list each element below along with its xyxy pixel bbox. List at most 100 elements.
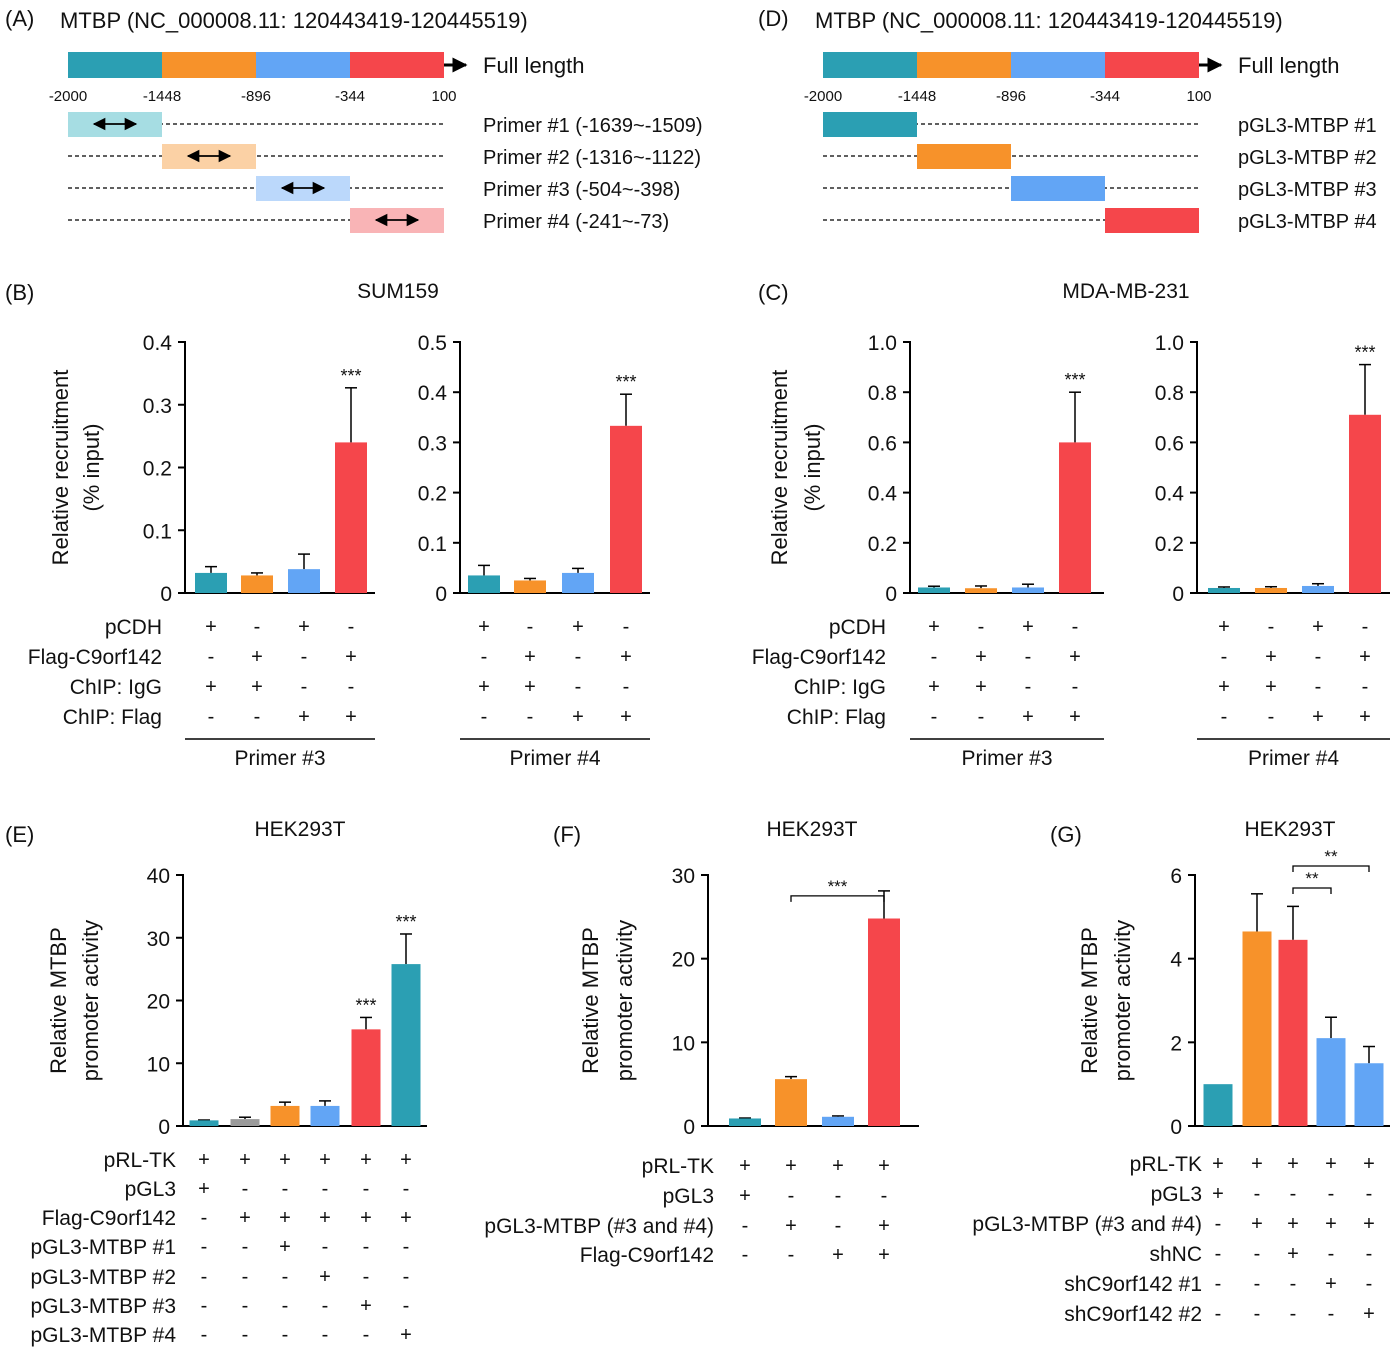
chart-sum159-primer3: 0 0.1 0.2 0.3 0.4 Relative recruitment (% inpu… <box>28 332 375 770</box>
condition-sign: + <box>785 1155 797 1177</box>
condition-sign: - <box>1366 1243 1373 1265</box>
condition-sign: - <box>527 616 534 638</box>
y-tick-label: 0 <box>160 583 172 606</box>
condition-row-label: pRL-TK <box>1130 1153 1202 1176</box>
condition-sign: + <box>1265 646 1277 668</box>
condition-row-label: shC9orf142 #1 <box>1064 1273 1202 1296</box>
condition-sign: - <box>201 1324 208 1346</box>
condition-sign: + <box>1363 1213 1375 1235</box>
condition-sign: + <box>524 646 536 668</box>
condition-sign: + <box>1312 616 1324 638</box>
condition-row-label: pGL3 <box>125 1178 176 1201</box>
panel-a-title: MTBP (NC_000008.11: 120443419-120445519) <box>60 8 528 33</box>
condition-sign: - <box>208 706 215 728</box>
condition-sign: - <box>1315 676 1322 698</box>
condition-row-label: pCDH <box>105 616 162 639</box>
condition-sign: - <box>742 1244 749 1266</box>
condition-sign: - <box>978 706 985 728</box>
y-tick-label: 1.0 <box>1155 332 1184 355</box>
y-axis-label: promoter activity <box>78 920 103 1081</box>
bar <box>468 575 500 593</box>
condition-sign: - <box>363 1266 370 1288</box>
bar <box>195 572 227 593</box>
condition-row-label: pGL3 <box>663 1185 714 1208</box>
condition-sign: + <box>345 706 357 728</box>
bar <box>1316 1038 1346 1126</box>
condition-sign: + <box>572 706 584 728</box>
primer-label: Primer #2 (-1316~-1122) <box>483 147 701 169</box>
bar <box>1278 939 1308 1126</box>
promoter-segment <box>256 52 350 78</box>
y-tick-label: 20 <box>672 949 695 972</box>
condition-row-label: pGL3-MTBP #1 <box>30 1236 176 1259</box>
position-tick-label: 100 <box>1186 88 1211 105</box>
y-tick-label: 0.3 <box>143 395 172 418</box>
condition-sign: - <box>1221 646 1228 668</box>
panel-label-g: (G) <box>1050 822 1082 847</box>
bar <box>562 572 594 593</box>
condition-sign: - <box>403 1266 410 1288</box>
condition-sign: + <box>360 1149 372 1171</box>
group-label: Primer #4 <box>509 747 600 770</box>
condition-sign: + <box>1325 1153 1337 1175</box>
promoter-segment <box>917 52 1011 78</box>
y-tick-label: 0.2 <box>868 533 897 556</box>
y-tick-label: 0 <box>1170 1116 1182 1139</box>
y-tick-label: 0.4 <box>418 382 448 405</box>
condition-sign: - <box>322 1295 329 1317</box>
full-length-label: Full length <box>1238 53 1340 78</box>
y-tick-label: 0 <box>1172 583 1184 606</box>
condition-sign: - <box>201 1207 208 1229</box>
condition-sign: + <box>739 1185 751 1207</box>
condition-sign: - <box>1362 616 1369 638</box>
condition-sign: - <box>623 616 630 638</box>
y-tick-label: 0.2 <box>1155 533 1184 556</box>
condition-sign: - <box>1366 1183 1373 1205</box>
bar <box>270 1105 300 1126</box>
condition-sign: - <box>242 1236 249 1258</box>
condition-sign: - <box>1268 706 1275 728</box>
y-tick-label: 0 <box>683 1116 695 1139</box>
condition-row-label: pRL-TK <box>642 1155 714 1178</box>
region-box <box>1011 176 1105 201</box>
y-tick-label: 0.4 <box>1155 483 1185 506</box>
condition-sign: - <box>242 1295 249 1317</box>
significance-stars: *** <box>340 366 361 386</box>
condition-sign: + <box>1363 1153 1375 1175</box>
y-tick-label: 6 <box>1170 865 1182 888</box>
y-tick-label: 0.2 <box>418 483 447 506</box>
position-tick-label: -1448 <box>143 88 181 105</box>
condition-sign: + <box>1287 1213 1299 1235</box>
panel-label-a: (A) <box>5 6 34 31</box>
bar <box>729 1118 761 1126</box>
position-tick-label: -896 <box>241 88 271 105</box>
bar <box>1255 587 1287 593</box>
condition-sign: + <box>478 616 490 638</box>
condition-sign: + <box>1022 706 1034 728</box>
condition-sign: + <box>478 676 490 698</box>
condition-sign: - <box>1290 1183 1297 1205</box>
condition-row-label: pGL3-MTBP #4 <box>30 1324 176 1347</box>
condition-sign: - <box>403 1236 410 1258</box>
condition-sign: - <box>282 1324 289 1346</box>
y-tick-label: 0 <box>158 1116 170 1139</box>
condition-sign: + <box>279 1207 291 1229</box>
condition-sign: + <box>319 1207 331 1229</box>
condition-sign: - <box>1215 1303 1222 1325</box>
condition-sign: + <box>524 676 536 698</box>
condition-sign: - <box>1254 1243 1261 1265</box>
condition-sign: - <box>1025 646 1032 668</box>
condition-sign: - <box>322 1178 329 1200</box>
condition-sign: + <box>975 646 987 668</box>
condition-sign: + <box>928 676 940 698</box>
bar <box>230 1119 260 1126</box>
bar <box>1203 1084 1233 1126</box>
bar <box>868 918 900 1126</box>
condition-sign: - <box>403 1295 410 1317</box>
significance-stars: *** <box>355 995 376 1015</box>
condition-sign: - <box>835 1185 842 1207</box>
condition-sign: - <box>301 646 308 668</box>
y-tick-label: 10 <box>672 1032 695 1055</box>
condition-sign: + <box>319 1149 331 1171</box>
